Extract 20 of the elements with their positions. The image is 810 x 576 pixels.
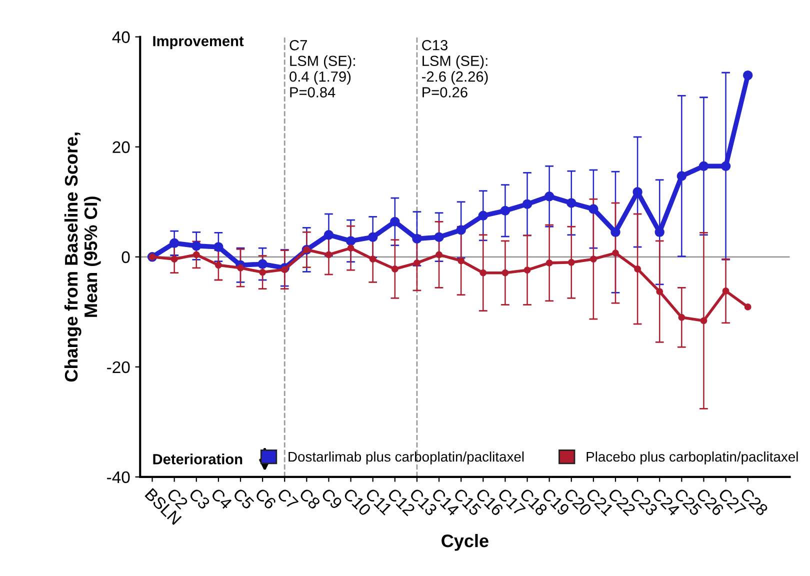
x-tick-label: C4 [210,488,233,510]
ref-line-label: C7 LSM (SE): 0.4 (1.79) P=0.84 [290,40,355,98]
legend-label: Placebo plus carboplatin/paclitaxel [586,451,798,464]
y-tick-label: 40 [112,31,130,44]
y-tick-label: 0 [122,251,130,264]
x-tick-label: C8 [298,488,321,510]
legend-label: Dostarlimab plus carboplatin/paclitaxel [288,451,524,464]
x-tick-label: C7 [276,488,299,510]
y-tick-label: -40 [107,471,130,484]
y-axis-title: Change from Baseline Score, Mean (95% CI) [64,132,101,382]
x-tick-label: C5 [232,488,255,510]
annotation: Deterioration [153,454,242,464]
x-tick-label: C6 [254,488,277,510]
y-tick-label: -20 [107,361,130,374]
x-tick-label: C9 [320,488,343,510]
x-tick-label: C3 [188,488,211,510]
y-tick-label: 20 [112,141,130,154]
ref-line-label: C13 LSM (SE): -2.6 (2.26) P=0.26 [422,40,488,98]
annotation: Improvement [153,36,244,50]
x-axis-title: Cycle [442,534,488,551]
